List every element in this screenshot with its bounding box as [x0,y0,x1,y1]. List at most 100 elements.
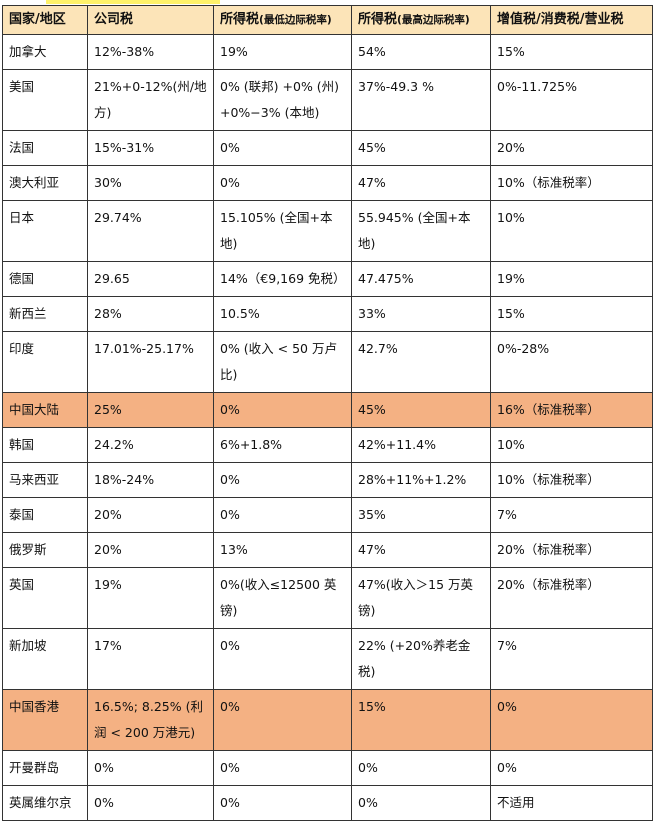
cell-corporate-tax: 19% [87,567,214,629]
table-row: 马来西亚 18%-24% 0% 28%+11%+1.2% 10%（标准税率） [2,462,653,498]
cell-income-tax-min: 0% [213,628,352,690]
cell-country: 俄罗斯 [2,532,88,568]
cell-corporate-tax: 12%-38% [87,34,214,70]
cell-country: 中国大陆 [2,392,88,428]
cell-income-tax-max: 28%+11%+1.2% [351,462,491,498]
cell-vat: 10% [490,200,653,262]
cell-income-tax-max: 37%-49.3 % [351,69,491,131]
text-highlight [46,0,220,4]
header-income-tax-max: 所得税(最高边际税率) [351,5,491,35]
cell-income-tax-max: 35% [351,497,491,533]
header-corporate-tax: 公司税 [87,5,214,35]
table-row: 韩国 24.2% 6%+1.8% 42%+11.4% 10% [2,427,653,463]
table-row: 新西兰 28% 10.5% 33% 15% [2,296,653,332]
table-row: 开曼群岛 0% 0% 0% 0% [2,750,653,786]
cell-income-tax-max: 0% [351,750,491,786]
cell-corporate-tax: 20% [87,532,214,568]
cell-income-tax-min: 0% [213,750,352,786]
table-row: 新加坡 17% 0% 22% (+20%养老金税) 7% [2,628,653,690]
cell-income-tax-min: 0% [213,165,352,201]
cell-corporate-tax: 25% [87,392,214,428]
cell-income-tax-max: 47.475% [351,261,491,297]
cell-income-tax-max: 55.945% (全国+本地) [351,200,491,262]
cell-vat: 0% [490,689,653,751]
cell-income-tax-max: 42%+11.4% [351,427,491,463]
cell-vat: 19% [490,261,653,297]
cell-corporate-tax: 24.2% [87,427,214,463]
table-row: 英属维尔京 0% 0% 0% 不适用 [2,785,653,821]
cell-vat: 0%-11.725% [490,69,653,131]
cell-vat: 20%（标准税率） [490,532,653,568]
table-row: 日本 29.74% 15.105% (全国+本地) 55.945% (全国+本地) 10… [2,200,653,262]
table-row: 德国 29.65 14%（€9,169 免税） 47.475% 19% [2,261,653,297]
cell-vat: 16%（标准税率） [490,392,653,428]
cell-income-tax-min: 0% (收入 < 50 万卢比) [213,331,352,393]
cell-income-tax-max: 54% [351,34,491,70]
cell-corporate-tax: 0% [87,750,214,786]
cell-vat: 10% [490,427,653,463]
cell-income-tax-max: 33% [351,296,491,332]
table-row: 泰国 20% 0% 35% 7% [2,497,653,533]
cell-income-tax-min: 0%(收入≤12500 英镑) [213,567,352,629]
cell-income-tax-max: 42.7% [351,331,491,393]
cell-country: 新西兰 [2,296,88,332]
cell-country: 中国香港 [2,689,88,751]
cell-vat: 15% [490,34,653,70]
table-row: 澳大利亚 30% 0% 47% 10%（标准税率） [2,165,653,201]
cell-income-tax-min: 0% (联邦) +0% (州) +0%−3% (本地) [213,69,352,131]
cell-vat: 0% [490,750,653,786]
cell-income-tax-max: 22% (+20%养老金税) [351,628,491,690]
cell-vat: 不适用 [490,785,653,821]
cell-country: 美国 [2,69,88,131]
cell-corporate-tax: 15%-31% [87,130,214,166]
cell-vat: 7% [490,628,653,690]
cell-vat: 15% [490,296,653,332]
cell-income-tax-min: 0% [213,689,352,751]
cell-country: 加拿大 [2,34,88,70]
cell-vat: 0%-28% [490,331,653,393]
cell-income-tax-max: 0% [351,785,491,821]
cell-corporate-tax: 17.01%-25.17% [87,331,214,393]
cell-income-tax-max: 47% [351,532,491,568]
cell-income-tax-min: 0% [213,497,352,533]
cell-income-tax-min: 15.105% (全国+本地) [213,200,352,262]
cell-country: 英国 [2,567,88,629]
cell-income-tax-max: 47% [351,165,491,201]
table-row: 加拿大 12%-38% 19% 54% 15% [2,34,653,70]
cell-country: 日本 [2,200,88,262]
cell-vat: 10%（标准税率） [490,462,653,498]
cell-country: 韩国 [2,427,88,463]
cell-income-tax-max: 45% [351,392,491,428]
cell-income-tax-min: 0% [213,130,352,166]
table-row: 英国 19% 0%(收入≤12500 英镑) 47%(收入＞15 万英镑) 20%（标准… [2,567,653,629]
cell-income-tax-min: 13% [213,532,352,568]
cell-corporate-tax: 17% [87,628,214,690]
cell-country: 泰国 [2,497,88,533]
table-row: 美国 21%+0-12%(州/地方) 0% (联邦) +0% (州) +0%−3% … [2,69,653,131]
cell-income-tax-max: 47%(收入＞15 万英镑) [351,567,491,629]
tax-rate-table: 国家/地区 公司税 所得税(最低边际税率) 所得税(最高边际税率) 增值税/消费… [2,5,653,821]
table-row: 法国 15%-31% 0% 45% 20% [2,130,653,166]
cell-corporate-tax: 21%+0-12%(州/地方) [87,69,214,131]
cell-income-tax-min: 10.5% [213,296,352,332]
cell-corporate-tax: 29.74% [87,200,214,262]
cell-country: 开曼群岛 [2,750,88,786]
cell-income-tax-min: 0% [213,392,352,428]
cell-corporate-tax: 0% [87,785,214,821]
cell-country: 澳大利亚 [2,165,88,201]
cell-income-tax-min: 19% [213,34,352,70]
cell-income-tax-min: 0% [213,462,352,498]
cell-income-tax-max: 15% [351,689,491,751]
table-row: 俄罗斯 20% 13% 47% 20%（标准税率） [2,532,653,568]
cell-vat: 20% [490,130,653,166]
header-income-tax-min: 所得税(最低边际税率) [213,5,352,35]
cell-income-tax-min: 6%+1.8% [213,427,352,463]
cell-vat: 7% [490,497,653,533]
cell-corporate-tax: 18%-24% [87,462,214,498]
cell-corporate-tax: 30% [87,165,214,201]
cell-country: 英属维尔京 [2,785,88,821]
cell-vat: 20%（标准税率） [490,567,653,629]
header-country: 国家/地区 [2,5,88,35]
cell-corporate-tax: 20% [87,497,214,533]
cell-vat: 10%（标准税率） [490,165,653,201]
